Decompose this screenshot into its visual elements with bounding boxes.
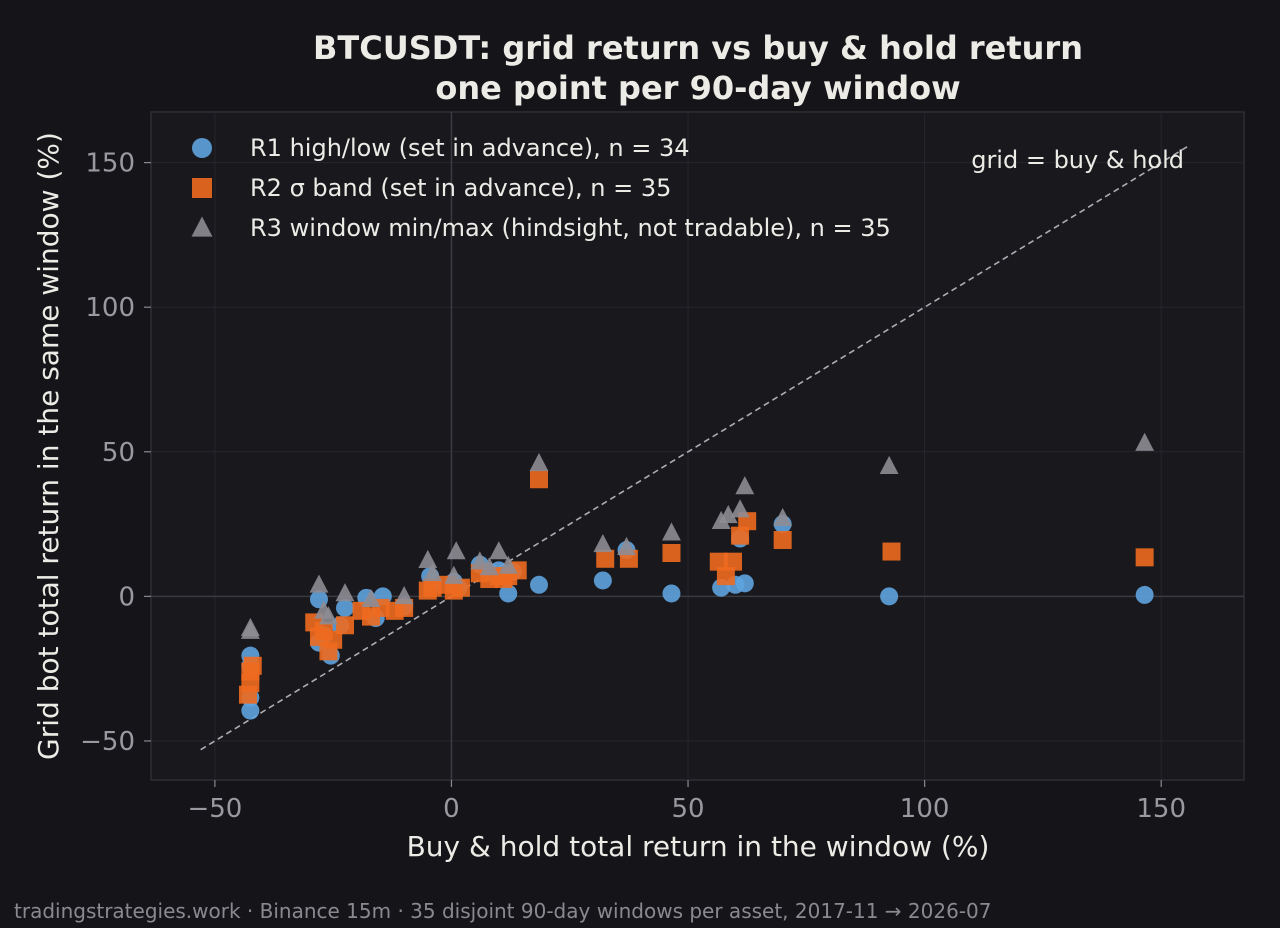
y-tick-label: 50 [102, 438, 135, 468]
data-point-square [723, 552, 742, 571]
x-tick-label: 50 [671, 794, 704, 824]
data-point-square [529, 470, 548, 489]
data-point-triangle [498, 555, 518, 574]
reference-line-label: grid = buy & hold [971, 146, 1184, 174]
y-tick-label: −50 [80, 727, 135, 757]
data-point-triangle [335, 583, 355, 602]
data-point-circle [241, 701, 260, 720]
x-axis-ticks: −50 0 50 100 150 [187, 780, 1186, 824]
data-point-triangle [718, 505, 738, 524]
plot-area [150, 111, 1245, 781]
legend-label: R1 high/low (set in advance), n = 34 [250, 134, 690, 162]
x-tick-label: 150 [1136, 794, 1186, 824]
data-point-triangle [617, 536, 636, 555]
data-point-square [324, 630, 343, 649]
series-triangle [240, 432, 1155, 639]
legend-marker-circle [192, 138, 212, 158]
data-point-triangle [446, 541, 466, 560]
data-point-triangle [394, 586, 414, 605]
data-point-triangle [879, 455, 899, 475]
data-point-circle [529, 575, 548, 594]
data-point-circle [499, 584, 518, 603]
data-point-circle [593, 571, 612, 590]
chart-subtitle: one point per 90-day window [435, 69, 960, 107]
y-axis-label: Grid bot total return in the same window… [32, 132, 65, 760]
chart-title: BTCUSDT: grid return vs buy & hold retur… [313, 29, 1083, 67]
y-tick-label: 0 [118, 582, 135, 612]
x-axis-label: Buy & hold total return in the window (%… [407, 830, 990, 863]
data-point-square [709, 552, 728, 571]
x-tick-label: 0 [443, 794, 460, 824]
data-point-square [882, 542, 901, 561]
data-point-triangle [423, 562, 442, 582]
zero-lines [151, 112, 1244, 780]
reference-line [200, 144, 1191, 751]
series-square [238, 470, 1154, 704]
x-tick-label: −50 [187, 794, 242, 824]
data-point-triangle [361, 588, 381, 608]
data-point-triangle [309, 574, 329, 593]
data-point-triangle [470, 551, 490, 570]
legend: R1 high/low (set in advance), n = 34 R2 σ… [191, 134, 891, 242]
data-point-circle [662, 584, 681, 603]
data-point-circle [335, 598, 354, 617]
y-axis-ticks: −50 0 50 100 150 [80, 149, 151, 757]
data-point-triangle [318, 606, 338, 625]
data-point-triangle [593, 533, 613, 553]
data-point-triangle [489, 541, 509, 560]
data-point-triangle [444, 565, 464, 584]
legend-marker-triangle [191, 216, 213, 237]
grid-lines [151, 112, 1244, 780]
data-point-square [596, 549, 615, 568]
data-point-square [773, 530, 792, 549]
data-point-triangle [1135, 432, 1155, 451]
data-point-square [423, 578, 442, 597]
data-points [238, 432, 1155, 720]
data-point-triangle [730, 499, 750, 518]
legend-marker-square [192, 178, 212, 198]
data-point-square [243, 656, 262, 675]
data-point-circle [1135, 585, 1154, 604]
data-point-triangle [479, 557, 499, 576]
data-point-triangle [735, 476, 755, 495]
data-point-triangle [662, 522, 681, 541]
legend-label: R3 window min/max (hindsight, not tradab… [250, 214, 891, 242]
footer-credit: tradingstrategies.work · Binance 15m · 3… [14, 899, 992, 923]
x-tick-label: 100 [900, 794, 950, 824]
data-point-circle [735, 574, 754, 593]
data-point-square [731, 526, 750, 545]
data-point-triangle [773, 507, 793, 527]
data-point-square [335, 616, 354, 635]
y-tick-label: 150 [85, 149, 135, 179]
legend-label: R2 σ band (set in advance), n = 35 [250, 174, 671, 202]
data-point-square [1135, 548, 1154, 567]
data-point-triangle [240, 620, 260, 639]
y-tick-label: 100 [85, 293, 135, 323]
data-point-square [716, 567, 735, 586]
data-point-triangle [529, 453, 549, 472]
reference-line-group [200, 144, 1191, 751]
data-point-square [662, 543, 681, 562]
data-point-circle [880, 587, 899, 606]
